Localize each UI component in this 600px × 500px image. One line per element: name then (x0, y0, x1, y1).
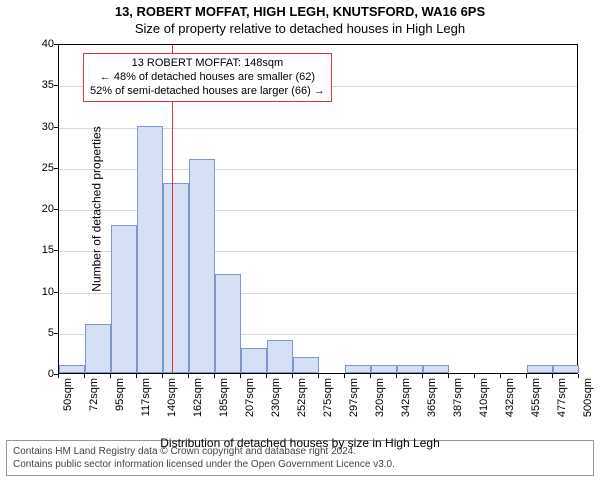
y-tick-mark (54, 44, 58, 45)
x-tick-mark (448, 374, 449, 378)
y-tick-label: 35 (14, 79, 54, 91)
x-tick-mark (578, 374, 579, 378)
x-tick-label: 410sqm (478, 378, 490, 428)
histogram-bar (137, 126, 163, 374)
y-tick-label: 25 (14, 162, 54, 174)
y-tick-mark (54, 333, 58, 334)
x-tick-mark (552, 374, 553, 378)
chart-container: 13 ROBERT MOFFAT: 148sqm← 48% of detache… (0, 36, 600, 436)
x-tick-mark (188, 374, 189, 378)
y-tick-label: 5 (14, 327, 54, 339)
annotation-line: ← 48% of detached houses are smaller (62… (90, 71, 325, 85)
y-tick-label: 40 (14, 38, 54, 50)
x-tick-label: 185sqm (218, 378, 230, 428)
x-tick-mark (500, 374, 501, 378)
x-tick-mark (162, 374, 163, 378)
x-tick-label: 455sqm (530, 378, 542, 428)
x-tick-label: 387sqm (452, 378, 464, 428)
y-tick-label: 15 (14, 244, 54, 256)
histogram-bar (59, 365, 85, 373)
histogram-bar (293, 357, 319, 374)
x-tick-label: 477sqm (556, 378, 568, 428)
x-tick-label: 50sqm (62, 378, 74, 428)
x-tick-mark (136, 374, 137, 378)
histogram-bar (215, 274, 241, 373)
x-tick-label: 500sqm (582, 378, 594, 428)
x-tick-mark (526, 374, 527, 378)
x-tick-label: 252sqm (296, 378, 308, 428)
x-tick-label: 95sqm (114, 378, 126, 428)
x-tick-mark (214, 374, 215, 378)
page-title-line2: Size of property relative to detached ho… (0, 21, 600, 36)
x-tick-label: 162sqm (192, 378, 204, 428)
x-tick-mark (110, 374, 111, 378)
x-tick-mark (58, 374, 59, 378)
x-tick-label: 117sqm (140, 378, 152, 428)
y-tick-mark (54, 168, 58, 169)
x-tick-mark (422, 374, 423, 378)
y-tick-mark (54, 209, 58, 210)
x-tick-mark (370, 374, 371, 378)
histogram-bar (553, 365, 579, 373)
x-tick-label: 342sqm (400, 378, 412, 428)
histogram-bar (423, 365, 449, 373)
histogram-bar (111, 225, 137, 374)
x-tick-label: 297sqm (348, 378, 360, 428)
x-tick-label: 275sqm (322, 378, 334, 428)
histogram-bar (163, 183, 189, 373)
histogram-bar (345, 365, 371, 373)
x-tick-label: 230sqm (270, 378, 282, 428)
footer-line2: Contains public sector information licen… (13, 458, 587, 471)
page-title-line1: 13, ROBERT MOFFAT, HIGH LEGH, KNUTSFORD,… (0, 4, 600, 19)
x-tick-label: 365sqm (426, 378, 438, 428)
y-tick-label: 0 (14, 368, 54, 380)
histogram-bar (241, 348, 267, 373)
y-axis-title: Number of detached properties (90, 126, 104, 291)
x-tick-label: 320sqm (374, 378, 386, 428)
histogram-bar (527, 365, 553, 373)
histogram-bar (371, 365, 397, 373)
annotation-line: 52% of semi-detached houses are larger (… (90, 85, 325, 99)
x-tick-mark (474, 374, 475, 378)
x-tick-mark (266, 374, 267, 378)
plot-area: 13 ROBERT MOFFAT: 148sqm← 48% of detache… (58, 44, 578, 374)
x-tick-label: 72sqm (88, 378, 100, 428)
x-tick-mark (240, 374, 241, 378)
x-tick-label: 140sqm (166, 378, 178, 428)
x-tick-mark (84, 374, 85, 378)
histogram-bar (189, 159, 215, 374)
y-tick-label: 30 (14, 121, 54, 133)
x-tick-label: 432sqm (504, 378, 516, 428)
histogram-bar (397, 365, 423, 373)
annotation-line: 13 ROBERT MOFFAT: 148sqm (90, 57, 325, 71)
x-axis-title: Distribution of detached houses by size … (0, 436, 600, 450)
x-tick-mark (318, 374, 319, 378)
y-tick-mark (54, 85, 58, 86)
y-tick-mark (54, 127, 58, 128)
y-tick-label: 20 (14, 203, 54, 215)
x-tick-label: 207sqm (244, 378, 256, 428)
x-tick-mark (396, 374, 397, 378)
y-tick-mark (54, 292, 58, 293)
x-tick-mark (344, 374, 345, 378)
y-tick-label: 10 (14, 286, 54, 298)
histogram-bar (267, 340, 293, 373)
x-tick-mark (292, 374, 293, 378)
histogram-bar (85, 324, 111, 374)
y-tick-mark (54, 250, 58, 251)
annotation-box: 13 ROBERT MOFFAT: 148sqm← 48% of detache… (83, 53, 332, 102)
